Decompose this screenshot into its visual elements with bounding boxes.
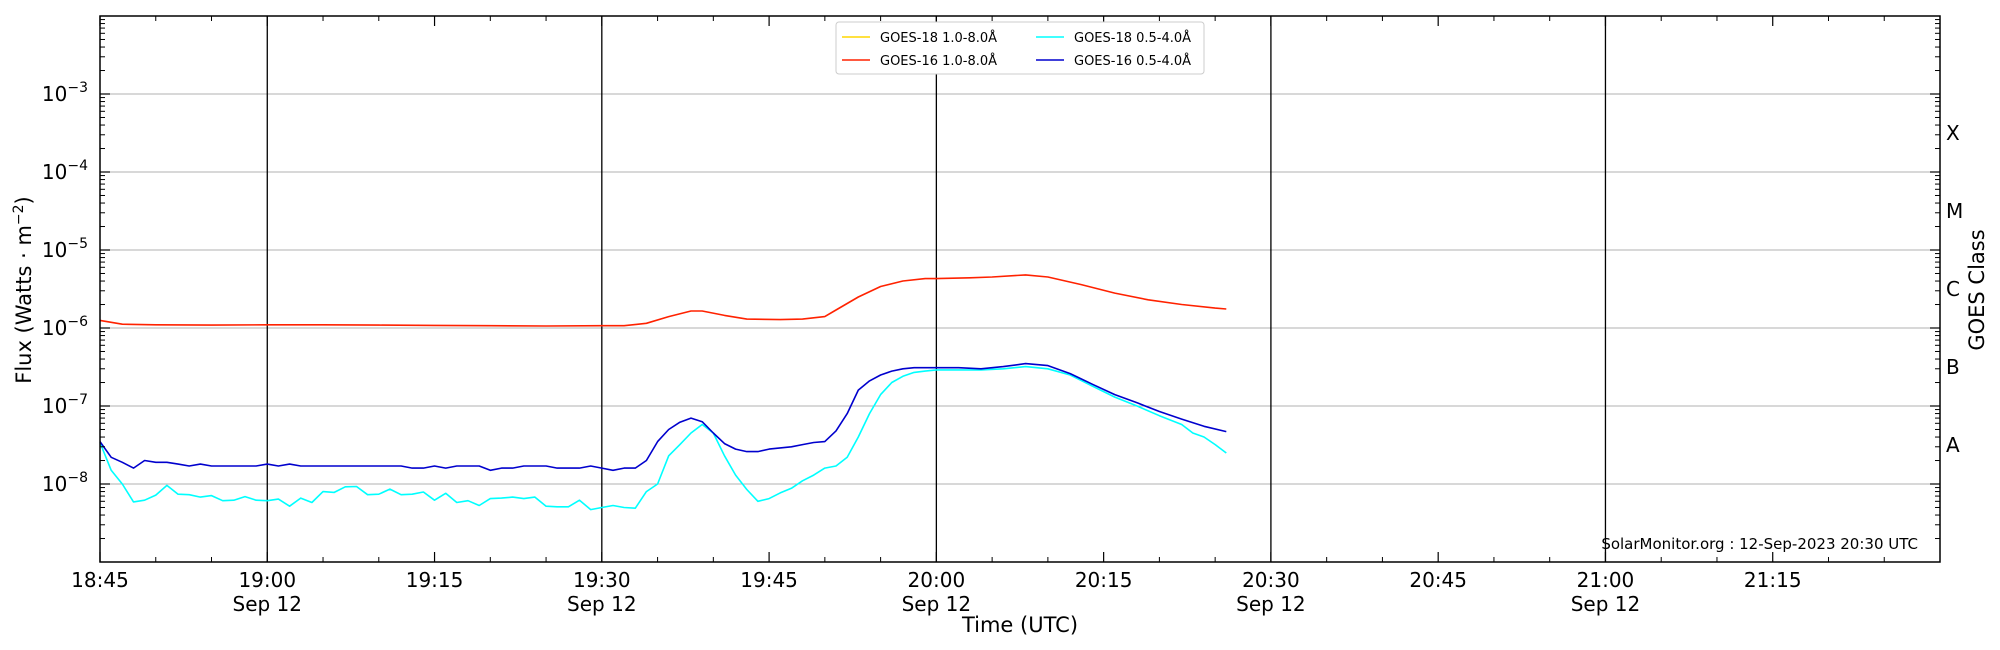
y-axis-ticks: 10−8 10−7 10−6 10−5 10−4 10−3 [42, 19, 1940, 540]
y-axis-label-exponent: −2 [11, 204, 27, 225]
x-tick-label: 19:15 [406, 568, 464, 592]
y-tick-label: 10−8 [42, 470, 88, 496]
goes-class-b: B [1946, 355, 1960, 379]
x-tick-label: 20:15 [1075, 568, 1133, 592]
goes-class-a: A [1946, 433, 1960, 457]
day-marker-lines [266, 16, 1607, 562]
legend-label-goes16-long: GOES-16 1.0-8.0Å [880, 53, 997, 69]
y-tick-label: 10−3 [42, 80, 88, 106]
x-tick-date-label: Sep 12 [902, 592, 972, 616]
x-tick-date-label: Sep 12 [1571, 592, 1641, 616]
x-tick-date-label: Sep 12 [567, 592, 637, 616]
y-axis-label-close: ) [12, 196, 36, 204]
series-line-3 [99, 362, 1227, 472]
goes-class-x: X [1946, 121, 1960, 145]
x-tick-label: 20:30 [1242, 568, 1300, 592]
x-tick-label: 19:30 [573, 568, 631, 592]
series-line-1 [99, 274, 1227, 327]
x-tick-label: 21:00 [1577, 568, 1635, 592]
x-tick-date-label: Sep 12 [1236, 592, 1306, 616]
y-tick-label: 10−4 [42, 158, 88, 184]
goes-class-c: C [1946, 277, 1960, 301]
plot-frame [99, 15, 1941, 563]
x-tick-label: 19:45 [740, 568, 798, 592]
series-line-2 [99, 365, 1227, 511]
y-tick-label: 10−5 [42, 236, 88, 262]
legend-label-goes16-short: GOES-16 0.5-4.0Å [1074, 53, 1191, 69]
legend-box [835, 21, 1205, 75]
x-tick-date-label: Sep 12 [233, 592, 303, 616]
credit-text: SolarMonitor.org : 12-Sep-2023 20:30 UTC [1601, 535, 1918, 553]
y-axis-label: Flux (Watts · m−2) [11, 196, 36, 384]
legend: GOES-18 1.0-8.0Å GOES-16 1.0-8.0Å GOES-1… [835, 21, 1205, 75]
goes-class-labels: A B C M X [1946, 121, 1963, 457]
series-lines [99, 274, 1227, 511]
x-tick-label: 20:00 [908, 568, 966, 592]
y-tick-label: 10−7 [42, 392, 88, 418]
legend-label-goes18-long: GOES-18 1.0-8.0Å [880, 30, 997, 46]
x-tick-label: 19:00 [238, 568, 296, 592]
y-tick-label: 10−6 [42, 314, 88, 340]
x-tick-label: 21:15 [1744, 568, 1802, 592]
y-axis-label-main: Flux (Watts · m [12, 225, 36, 384]
x-axis-label: Time (UTC) [961, 613, 1078, 637]
legend-label-goes18-short: GOES-18 0.5-4.0Å [1074, 30, 1191, 46]
x-tick-label: 20:45 [1409, 568, 1467, 592]
goes-class-m: M [1946, 199, 1963, 223]
goes-class-axis-label: GOES Class [1965, 229, 1989, 350]
x-tick-label: 18:45 [71, 568, 129, 592]
grid-lines [100, 93, 1940, 485]
